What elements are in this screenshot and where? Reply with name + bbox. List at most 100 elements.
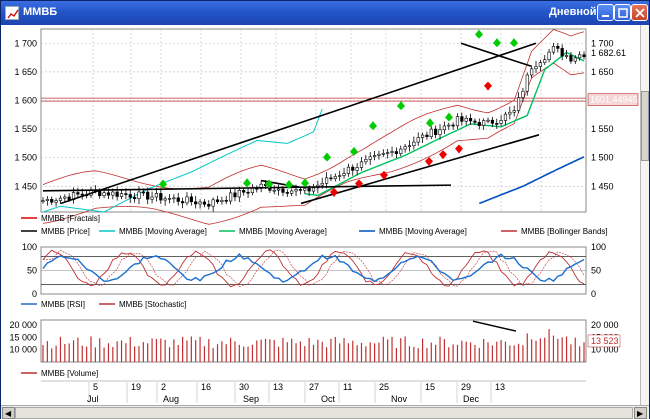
- day-label: 27: [309, 382, 319, 392]
- candle-body: [307, 188, 311, 192]
- last-price-label: 1 682.61: [591, 48, 626, 58]
- candle-body: [237, 190, 241, 198]
- scroll-right-button[interactable]: ▶: [634, 407, 647, 419]
- candle-body: [346, 166, 351, 174]
- candle-body: [503, 113, 508, 121]
- price-y-axis: 1 700 1 650 1 600 1 550 1 500 1 450 1 700 1 650…: [14, 38, 639, 191]
- day-label: 13: [495, 382, 505, 392]
- fractal-up-marker: [369, 121, 377, 131]
- candle-body: [207, 203, 211, 207]
- arrow-left-icon: ◀: [5, 409, 12, 418]
- candle-body: [124, 193, 128, 195]
- candle-body: [272, 189, 276, 192]
- chart-app-icon: [5, 6, 19, 20]
- fractal-up-marker: [301, 178, 309, 188]
- candle-body: [412, 141, 416, 146]
- candle-body: [215, 199, 220, 203]
- candle-body: [137, 191, 141, 200]
- candle-body: [141, 191, 145, 194]
- osc-tick-label-right: 50: [591, 266, 601, 276]
- candle-body: [543, 59, 547, 63]
- fractal-up-marker: [510, 38, 518, 48]
- month-label: Jul: [87, 394, 99, 404]
- scroll-left-button[interactable]: ◀: [2, 407, 15, 419]
- legend-label: ММВБ [Moving Average]: [379, 227, 467, 236]
- fractal-up-marker: [323, 152, 331, 162]
- candle-body: [185, 196, 189, 204]
- candle-body: [67, 196, 71, 200]
- candle-body: [128, 194, 132, 198]
- osc-tick-label-right: 100: [591, 242, 606, 252]
- fractal-up-marker: [426, 118, 434, 128]
- candle-body: [290, 190, 294, 194]
- candle-body: [45, 199, 49, 201]
- time-axis: 5 19 2 16 30 13 27 11 25 15 29 13 Jul Aug Sep Oct Nov Dec: [41, 380, 586, 404]
- candle-body: [154, 193, 159, 198]
- close-button[interactable]: [631, 4, 648, 21]
- month-label: Oct: [321, 394, 336, 404]
- fractal-up-marker: [397, 101, 405, 111]
- fractal-up-marker: [493, 38, 501, 48]
- volume-tick-label: 10 000: [9, 345, 37, 355]
- candle-body: [538, 62, 542, 67]
- month-label: Aug: [163, 394, 179, 404]
- candle-body: [381, 153, 385, 155]
- volume-tick-label: 20 000: [9, 320, 37, 330]
- candle-body: [41, 200, 45, 202]
- candle-body: [399, 148, 403, 154]
- candle-body: [547, 51, 551, 61]
- volume-tick-label-right: 20 000: [591, 320, 619, 330]
- candle-body: [573, 57, 577, 62]
- candle-body: [407, 145, 412, 147]
- maximize-button[interactable]: [614, 4, 631, 21]
- legend-label: ММВБ [Stochastic]: [119, 300, 187, 309]
- moving-average-slow: [42, 108, 323, 213]
- volume-tick-label-right: 10 000: [591, 345, 619, 355]
- oscillator-series: [41, 246, 586, 295]
- level-price-badge: [587, 93, 639, 106]
- candle-body: [320, 183, 324, 186]
- minimize-button[interactable]: [597, 4, 614, 21]
- horizontal-scroll-thumb[interactable]: [15, 407, 633, 419]
- candle-body: [150, 196, 154, 200]
- fractal-up-marker: [445, 112, 453, 122]
- candle-body: [246, 191, 250, 194]
- fractal-down-marker: [330, 187, 338, 197]
- candle-body: [159, 193, 163, 201]
- osc-tick-label: 50: [27, 266, 37, 276]
- price-legend: ММВБ [Fractals] ММВБ [Price] ММВБ [Moving …: [21, 214, 608, 236]
- candle-body: [429, 128, 433, 137]
- month-label: Nov: [391, 394, 408, 404]
- price-series: [41, 29, 586, 225]
- horizontal-scrollbar[interactable]: ◀ ▶: [1, 405, 649, 419]
- candle-body: [181, 201, 185, 204]
- maximize-icon: [618, 8, 628, 18]
- candle-body: [106, 192, 111, 196]
- day-label: 19: [131, 382, 141, 392]
- candle-body: [50, 199, 54, 203]
- legend-label: ММВБ [Moving Average]: [239, 227, 327, 236]
- candle-body: [324, 177, 329, 184]
- vertical-scrollbar[interactable]: [640, 25, 649, 405]
- candle-body: [167, 197, 172, 200]
- vertical-scroll-thumb[interactable]: [641, 91, 649, 161]
- candle-body: [516, 97, 521, 111]
- candle-body: [425, 134, 429, 137]
- candle-body: [521, 90, 525, 98]
- osc-tick-label: 0: [32, 289, 37, 299]
- volume-series: [42, 320, 585, 362]
- candle-body: [211, 199, 215, 207]
- rsi-line: [42, 253, 585, 283]
- bollinger-upper-band: [42, 29, 585, 190]
- candle-body: [54, 200, 58, 203]
- candle-body: [512, 110, 516, 113]
- chart-area[interactable]: 1 700 1 650 1 600 1 550 1 500 1 450 1 700 1 650…: [1, 25, 649, 405]
- legend-label: ММВБ [Fractals]: [41, 214, 100, 223]
- candle-body: [530, 68, 534, 76]
- fractal-up-marker: [285, 179, 293, 189]
- period-label: Дневной: [549, 6, 597, 18]
- fractal-down-marker: [455, 144, 463, 154]
- title-bar[interactable]: ММВБ Дневной: [1, 1, 649, 25]
- candle-body: [486, 119, 490, 122]
